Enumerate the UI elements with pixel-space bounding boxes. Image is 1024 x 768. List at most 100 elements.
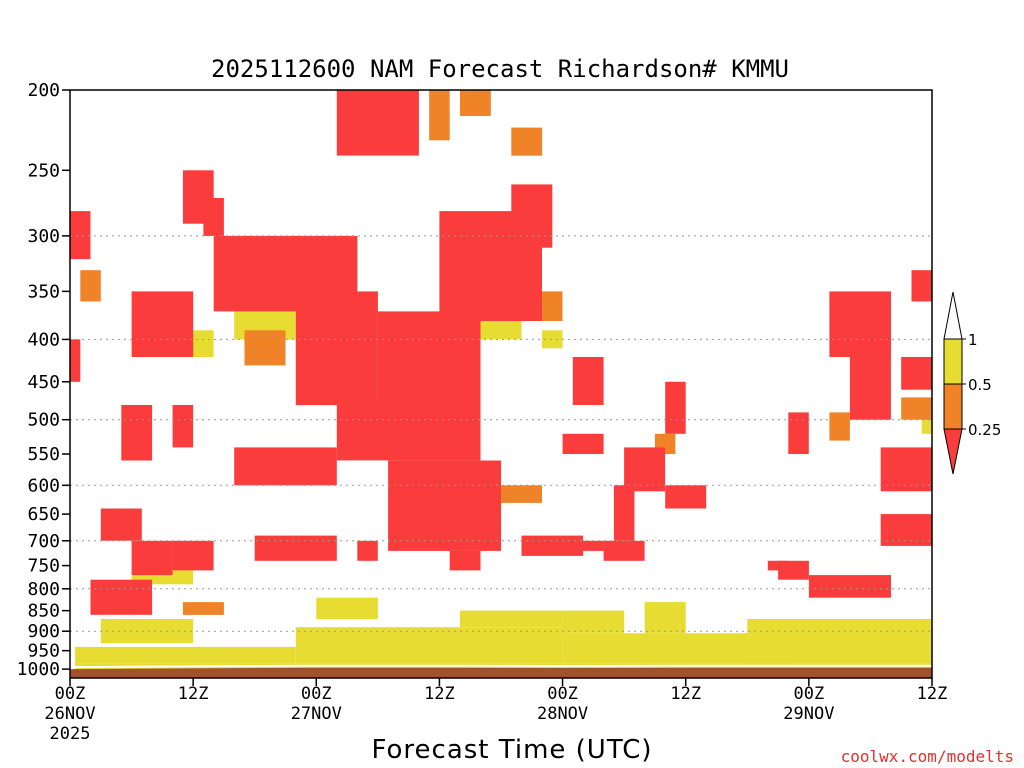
y-tick-label: 650 xyxy=(27,504,60,525)
plot-frame xyxy=(69,89,933,679)
x-tick-label: 26NOV xyxy=(44,704,95,724)
heatmap-cell xyxy=(880,447,932,492)
colorbar-bin xyxy=(943,383,963,430)
colorbar-label: 0.25 xyxy=(968,421,1001,439)
heatmap-cell xyxy=(336,397,481,461)
y-tick-label: 200 xyxy=(27,80,60,101)
ground-fill xyxy=(69,664,932,678)
heatmap-cell xyxy=(316,597,378,619)
heatmap-cell xyxy=(295,627,563,664)
heatmap-cell xyxy=(80,270,101,302)
x-tick-label: 12Z xyxy=(670,684,701,704)
x-tick-label: 12Z xyxy=(917,684,948,704)
colorbar-label: 0.5 xyxy=(968,376,992,394)
heatmap-cell xyxy=(747,619,932,664)
x-tick-label: 12Z xyxy=(424,684,455,704)
colorbar-top-arrow xyxy=(943,291,963,340)
y-tick-label: 550 xyxy=(27,444,60,465)
heatmap-cell xyxy=(70,339,81,382)
y-tick-label: 500 xyxy=(27,410,60,431)
heatmap-cell xyxy=(613,485,635,541)
y-tick-label: 600 xyxy=(27,475,60,496)
heatmap-cell xyxy=(75,646,296,664)
y-tick-label: 1000 xyxy=(17,659,60,680)
y-tick-label: 350 xyxy=(27,281,60,302)
surface-line xyxy=(69,664,932,669)
heatmap-cell xyxy=(788,412,809,454)
heatmap-cell xyxy=(767,560,789,571)
heatmap-cell xyxy=(377,311,481,406)
heatmap-cell xyxy=(388,460,501,551)
heatmap-cell xyxy=(90,579,153,615)
x-tick-label: 00Z xyxy=(301,684,332,704)
y-tick-label: 700 xyxy=(27,531,60,552)
heatmap-cell xyxy=(665,381,686,434)
heatmap-cell xyxy=(182,170,214,224)
heatmap-cell xyxy=(172,405,194,448)
y-tick-label: 400 xyxy=(27,329,60,350)
heatmap-cell xyxy=(901,397,932,420)
y-tick-label: 300 xyxy=(27,226,60,247)
y-tick-label: 850 xyxy=(27,601,60,622)
x-tick-label: 00Z xyxy=(55,684,86,704)
heatmap-cell xyxy=(336,90,419,156)
heatmap-cell xyxy=(829,412,850,441)
heatmap-cell xyxy=(295,291,378,406)
heatmap-cell xyxy=(511,184,553,248)
heatmap-cell xyxy=(911,270,932,302)
heatmap-cell xyxy=(808,575,891,598)
y-tick-label: 800 xyxy=(27,579,60,600)
heatmap-cell xyxy=(254,535,337,561)
heatmap-cell xyxy=(880,514,932,546)
heatmap-cell xyxy=(182,602,224,615)
heatmap-cell xyxy=(131,540,173,576)
heatmap-cell xyxy=(460,90,491,116)
heatmap-cell xyxy=(829,291,891,357)
heatmap-cell xyxy=(449,550,481,571)
heatmap-cells xyxy=(70,90,933,670)
heatmap-cell xyxy=(100,619,194,643)
heatmap-cell xyxy=(460,610,563,628)
heatmap-cell xyxy=(572,357,604,405)
x-tick-label: 00Z xyxy=(547,684,578,704)
x-tick-label: 2025 xyxy=(50,724,91,744)
heatmap-cell xyxy=(562,540,604,551)
x-axis-label: Forecast Time (UTC) xyxy=(371,735,652,765)
heatmap-cell xyxy=(624,447,666,492)
heatmap-cell xyxy=(778,560,809,580)
heatmap-cell xyxy=(70,211,91,260)
heatmap-cell xyxy=(665,485,707,509)
heatmap-cell xyxy=(562,610,625,634)
y-tick-label: 250 xyxy=(27,160,60,181)
heatmap-cell xyxy=(234,447,337,486)
y-tick-label: 900 xyxy=(27,621,60,642)
y-tick-label: 450 xyxy=(27,372,60,393)
heatmap-cell xyxy=(244,330,286,366)
heatmap-cell xyxy=(542,330,563,349)
heatmap-cell xyxy=(193,330,214,357)
heatmap-cell xyxy=(849,357,891,420)
heatmap-cell xyxy=(644,602,686,634)
y-tick-label: 950 xyxy=(27,641,60,662)
x-tick-label: 00Z xyxy=(793,684,824,704)
y-tick-label: 750 xyxy=(27,556,60,577)
heatmap-cell xyxy=(511,127,543,156)
heatmap-cell xyxy=(901,357,932,390)
heatmap-cell xyxy=(357,540,378,561)
x-tick-label: 29NOV xyxy=(783,704,834,724)
heatmap-cell xyxy=(562,433,604,454)
x-tick-label: 28NOV xyxy=(537,704,588,724)
colorbar-label: 1 xyxy=(968,331,978,349)
chart-title: 2025112600 NAM Forecast Richardson# KMMU xyxy=(211,55,789,83)
heatmap-cell xyxy=(603,540,645,561)
heatmap-cell xyxy=(172,540,214,571)
y-axis: 200 250 300 350 400 450 500 550 600 650 700 7508008… xyxy=(17,80,70,680)
heatmap-cell xyxy=(501,485,542,503)
ground-area xyxy=(70,667,932,678)
x-tick-label: 27NOV xyxy=(291,704,342,724)
heatmap-cell xyxy=(131,291,194,357)
heatmap-cell xyxy=(121,405,153,461)
x-tick-label: 12Z xyxy=(178,684,209,704)
